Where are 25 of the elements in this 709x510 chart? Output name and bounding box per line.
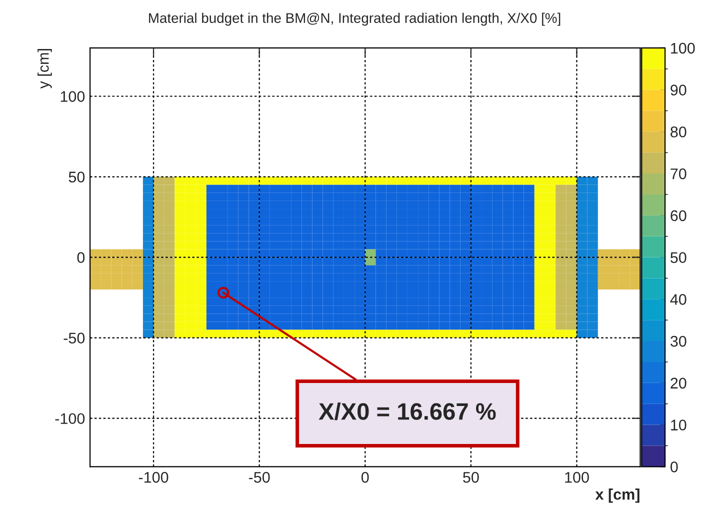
y-tick-label: 50 — [68, 172, 85, 182]
y-tick-label: -50 — [64, 332, 85, 344]
color-bar-label: 80 — [670, 126, 686, 138]
y-tick-label: 100 — [60, 91, 85, 102]
color-bar-label: 90 — [670, 84, 686, 96]
color-bar-label: 100 — [671, 42, 695, 54]
x-tick-label: -100 — [138, 472, 168, 483]
x-tick-label: 50 — [463, 472, 479, 483]
color-bar-label: 70 — [670, 168, 686, 180]
y-tick-label: 0 — [77, 252, 85, 263]
y-tick-label: -100 — [55, 413, 85, 424]
x-tick-label: 100 — [565, 472, 589, 483]
x-tick-label: 0 — [361, 472, 369, 483]
color-bar-label: 30 — [670, 336, 686, 347]
y-axis-title: y [cm] — [38, 49, 52, 89]
annotation: X/X0 = 16.667 % — [318, 402, 496, 420]
color-bar-label: 20 — [670, 378, 686, 389]
color-bar-label: 10 — [671, 420, 686, 430]
x-tick-label: -50 — [248, 472, 270, 483]
chart-title: Material budget in the BM@N, Integrated radiation length, X/X0 [%] — [149, 12, 560, 26]
color-bar-label: 0 — [670, 462, 678, 472]
color-bar-label: 50 — [670, 252, 686, 263]
color-bar-label: 60 — [670, 210, 686, 222]
color-bar-label: 40 — [670, 294, 686, 305]
x-axis-title: x [cm] — [595, 488, 640, 503]
